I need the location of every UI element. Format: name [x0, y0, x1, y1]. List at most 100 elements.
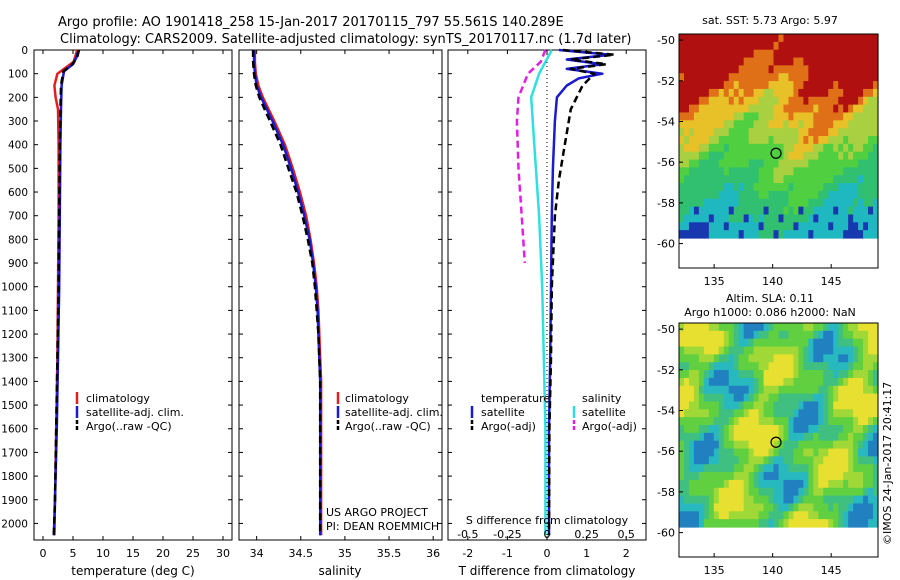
map-cell	[718, 151, 725, 161]
map-cell	[748, 519, 755, 528]
map-cell	[688, 136, 695, 145]
map-cell	[798, 401, 804, 410]
map-cell	[808, 511, 814, 520]
map-cell	[718, 190, 725, 200]
map-cell	[793, 88, 799, 98]
map-cell	[833, 362, 839, 371]
map-cell	[818, 96, 824, 106]
map-cell	[788, 230, 795, 239]
map-cell	[763, 511, 770, 520]
map-cell	[833, 214, 839, 223]
map-cell	[723, 440, 730, 450]
map-cell	[843, 151, 849, 161]
map-cell	[693, 417, 700, 426]
map-cell	[843, 120, 849, 129]
map-cell	[743, 472, 750, 481]
map-cell	[793, 136, 799, 145]
map-cell	[808, 120, 814, 129]
map-cell	[793, 511, 799, 520]
map-cell	[679, 112, 685, 121]
map-cell	[808, 73, 814, 82]
map-cell	[683, 456, 690, 465]
map-cell	[733, 34, 740, 43]
map-cell	[768, 338, 775, 348]
map-cell	[788, 503, 795, 512]
map-cell	[703, 440, 710, 450]
sst-map-title: sat. SST: 5.73 Argo: 5.97	[702, 14, 838, 27]
map-y-tick-label: -58	[657, 486, 675, 499]
map-cell	[753, 65, 760, 74]
map-cell	[708, 175, 715, 184]
map-cell	[698, 456, 705, 465]
map-cell	[868, 96, 874, 106]
map-cell	[743, 401, 750, 410]
s-tick-label: 0.25	[574, 528, 599, 541]
map-cell	[853, 425, 859, 434]
map-cell	[683, 511, 690, 520]
map-cell	[778, 511, 785, 520]
map-cell	[708, 206, 715, 216]
map-cell	[868, 330, 874, 340]
map-cell	[693, 346, 700, 355]
map-cell	[738, 425, 745, 434]
map-cell	[733, 96, 740, 106]
map-cell	[873, 41, 879, 51]
map-cell	[753, 104, 760, 114]
map-cell	[708, 330, 715, 340]
map-cell	[778, 104, 785, 114]
map-cell	[683, 34, 690, 43]
map-cell	[693, 65, 700, 74]
map-cell	[768, 104, 775, 114]
map-cell	[773, 479, 780, 489]
map-cell	[843, 472, 849, 481]
map-cell	[808, 190, 814, 200]
x-tick-label: 15	[126, 547, 140, 560]
legend-label-climatology: climatology	[345, 392, 409, 405]
map-cell	[808, 370, 814, 379]
map-cell	[683, 362, 690, 371]
salinity-panel	[238, 49, 443, 541]
map-cell	[788, 330, 795, 340]
map-cell	[728, 330, 735, 340]
map-cell	[738, 136, 745, 145]
map-cell	[758, 214, 765, 223]
map-cell	[788, 112, 795, 121]
map-cell	[873, 417, 879, 426]
map-cell	[758, 440, 765, 450]
map-cell	[733, 112, 740, 121]
legend-label-argo: Argo(..raw -QC)	[86, 420, 172, 433]
map-cell	[679, 425, 685, 434]
map-cell	[823, 338, 829, 348]
map-cell	[793, 448, 799, 457]
map-cell	[793, 479, 799, 489]
map-cell	[758, 401, 765, 410]
map-cell	[703, 448, 710, 457]
map-cell	[828, 143, 834, 153]
map-cell	[783, 417, 790, 426]
map-cell	[798, 338, 804, 348]
map-cell	[733, 456, 740, 465]
map-cell	[783, 230, 790, 239]
map-cell	[753, 41, 760, 51]
map-cell	[793, 96, 799, 106]
map-cell	[778, 57, 785, 66]
map-cell	[778, 401, 785, 410]
map-cell	[693, 401, 700, 410]
map-cell	[818, 112, 824, 121]
map-cell	[713, 511, 720, 520]
map-cell	[868, 65, 874, 74]
map-cell	[823, 183, 829, 192]
map-cell	[788, 104, 795, 114]
map-cell	[823, 206, 829, 216]
series-line	[515, 49, 547, 264]
map-cell	[763, 385, 770, 395]
map-cell	[748, 57, 755, 66]
map-cell	[688, 464, 695, 473]
map-cell	[768, 479, 775, 489]
map-cell	[679, 385, 685, 395]
map-cell	[743, 432, 750, 442]
map-cell	[813, 409, 819, 418]
map-cell	[753, 472, 760, 481]
map-cell	[728, 41, 735, 51]
map-cell	[768, 112, 775, 121]
